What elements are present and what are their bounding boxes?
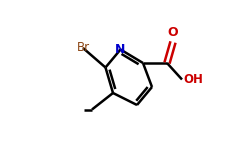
Text: N: N [115,43,126,56]
Text: O: O [168,26,178,39]
Text: Br: Br [76,42,90,54]
Text: OH: OH [184,73,204,86]
